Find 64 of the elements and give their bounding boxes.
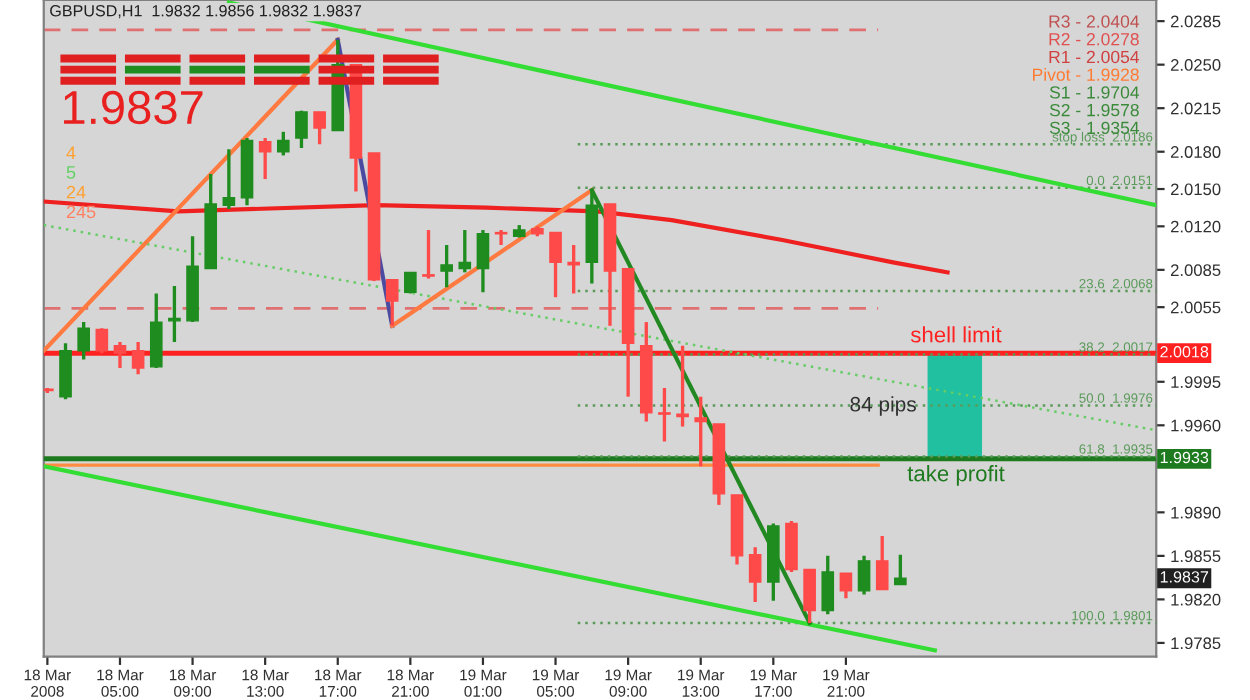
candlestick: [258, 136, 272, 181]
candlestick: [694, 395, 708, 469]
candlestick: [440, 243, 453, 289]
annotation: 245: [66, 205, 96, 219]
annotation: 24: [66, 185, 86, 199]
annotation: 5: [66, 166, 76, 179]
candlestick: [422, 228, 435, 281]
y-tick-label: 2.0150: [1170, 183, 1221, 196]
line-series: [43, 199, 950, 275]
candlestick: [168, 284, 181, 344]
y-tick-label: 1.9785: [1171, 637, 1221, 650]
annotation: S3 - 1.9354: [1049, 121, 1140, 135]
candlestick: [59, 341, 72, 401]
y-tick-label: 1.9960: [1171, 419, 1221, 432]
candlestick: [894, 552, 907, 587]
candlestick: [95, 326, 109, 355]
candlestick: [875, 534, 889, 592]
ref-line-label: shell limit: [910, 326, 1002, 343]
candlestick: [222, 147, 236, 211]
y-tick-label: 1.9890: [1171, 506, 1221, 519]
candlestick: [385, 278, 399, 328]
candlestick: [313, 110, 326, 146]
y-tick-label: 1.9855: [1171, 550, 1221, 563]
annotation: 1.9933: [1160, 451, 1209, 464]
annotation: 1.9837: [1160, 571, 1209, 583]
candlestick: [131, 340, 145, 376]
candlestick: [276, 130, 290, 158]
annotation: 4: [66, 146, 76, 159]
annotation: 2.0018: [1160, 346, 1209, 358]
candlestick: [785, 519, 798, 574]
candlestick: [149, 291, 163, 370]
y-tick-label: 2.0120: [1170, 220, 1221, 233]
candlestick: [676, 344, 689, 429]
candlestick: [658, 386, 671, 444]
y-tick-label: 2.0180: [1170, 146, 1221, 158]
y-tick-label: 2.0085: [1170, 264, 1221, 277]
annotation: S2 - 1.9578: [1049, 103, 1139, 117]
candlestick: [458, 228, 472, 275]
candlestick: [113, 340, 127, 370]
candlestick: [295, 109, 308, 150]
annotation: R2 - 2.0278: [1049, 33, 1139, 46]
candlestick: [748, 545, 762, 604]
y-tick-label: 2.0250: [1170, 59, 1221, 71]
candlestick: [77, 320, 90, 362]
candlestick: [476, 228, 490, 294]
annotation: 1.9837: [64, 90, 203, 125]
ref-line-label: take profit: [907, 465, 1005, 486]
candlestick: [803, 567, 816, 625]
candlestick: [839, 571, 853, 600]
annotation: S1 - 1.9704: [1049, 86, 1140, 99]
y-tick-label: 2.0215: [1170, 102, 1221, 115]
y-tick-label: 2.0285: [1170, 15, 1221, 28]
candlestick: [821, 554, 835, 616]
y-tick-label: 2.0055: [1170, 301, 1221, 314]
annotation: R3 - 2.0404: [1049, 15, 1140, 28]
candlestick: [549, 230, 562, 299]
y-tick-label: 1.9820: [1171, 593, 1221, 606]
candlestick: [567, 243, 581, 296]
candlestick: [857, 554, 871, 597]
annotation: Pivot - 1.9928: [1033, 68, 1139, 81]
band-label: 84 pips: [850, 396, 916, 416]
y-tick-label: 1.9995: [1171, 376, 1221, 388]
chart-title: GBPUSD,H1 1.9832 1.9856 1.9832 1.9837: [50, 5, 362, 19]
annotation: R1 - 2.0054: [1049, 50, 1140, 64]
